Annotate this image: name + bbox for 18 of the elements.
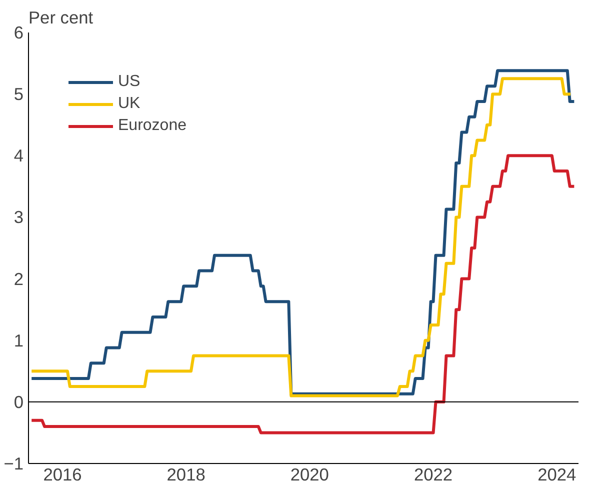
legend-label: Eurozone [118, 117, 186, 135]
y-tick-label: 0 [14, 392, 24, 412]
y-tick-label: −1 [4, 454, 24, 474]
x-tick-label: 2020 [290, 464, 329, 483]
x-tick-label: 2016 [43, 464, 82, 483]
y-tick-label: 3 [14, 207, 24, 228]
y-tick-label: 4 [14, 146, 24, 166]
x-tick-label: 2022 [414, 464, 453, 483]
y-axis-title: Per cent [28, 8, 94, 28]
x-tick-label: 2024 [538, 464, 577, 483]
legend-label: UK [118, 95, 140, 113]
legend-label: US [118, 73, 140, 91]
y-tick-label: 6 [14, 22, 24, 42]
y-tick-label: 2 [14, 268, 24, 289]
y-tick-label: 5 [14, 84, 24, 104]
line-series [30, 154, 576, 434]
x-tick-label: 2018 [166, 464, 206, 483]
y-tick-label: 1 [14, 330, 24, 350]
